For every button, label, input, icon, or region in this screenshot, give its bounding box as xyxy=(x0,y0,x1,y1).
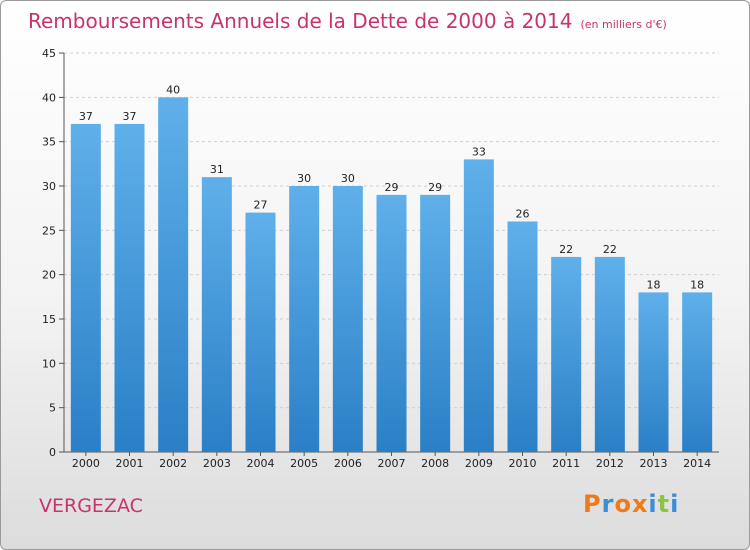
bar xyxy=(245,212,276,452)
bar xyxy=(463,159,494,452)
data-label: 18 xyxy=(647,278,661,291)
bar xyxy=(376,194,407,452)
x-tick-label: 2006 xyxy=(334,457,362,470)
data-label: 31 xyxy=(210,163,224,176)
data-label: 37 xyxy=(79,110,93,123)
x-tick-label: 2002 xyxy=(159,457,187,470)
chart-title-unit: (en milliers d'€) xyxy=(580,18,667,31)
y-tick-label: 20 xyxy=(42,269,56,282)
x-tick-label: 2007 xyxy=(378,457,406,470)
proxiti-logo: Proxiti xyxy=(583,490,679,518)
logo-letter: r xyxy=(601,490,615,518)
logo-letter: t xyxy=(657,490,671,518)
data-label: 22 xyxy=(603,243,617,256)
x-tick-label: 2000 xyxy=(72,457,100,470)
x-tick-label: 2008 xyxy=(421,457,449,470)
logo-letter: i xyxy=(670,490,680,518)
y-tick-label: 35 xyxy=(42,136,56,149)
bars xyxy=(70,97,713,452)
data-label: 18 xyxy=(690,278,704,291)
x-tick-label: 2001 xyxy=(116,457,144,470)
bar xyxy=(289,186,320,452)
bar xyxy=(420,194,451,452)
logo-letter: i xyxy=(648,490,658,518)
bar xyxy=(682,292,713,452)
y-tick-label: 0 xyxy=(49,446,56,459)
x-tick-label: 2014 xyxy=(683,457,711,470)
y-tick-label: 5 xyxy=(49,402,56,415)
data-label: 37 xyxy=(123,110,137,123)
x-tick-label: 2004 xyxy=(247,457,275,470)
bar xyxy=(158,97,189,452)
bar xyxy=(551,256,582,452)
data-label: 30 xyxy=(297,172,311,185)
x-tick-label: 2011 xyxy=(552,457,580,470)
y-tick-label: 30 xyxy=(42,180,56,193)
data-label: 33 xyxy=(472,145,486,158)
x-tick-label: 2005 xyxy=(290,457,318,470)
data-label: 29 xyxy=(428,181,442,194)
commune-name: VERGEZAC xyxy=(39,495,143,517)
data-label: 27 xyxy=(254,199,268,212)
chart-title: Remboursements Annuels de la Dette de 20… xyxy=(28,9,667,33)
data-label: 26 xyxy=(516,207,530,220)
bar xyxy=(201,177,232,452)
x-tick-label: 2012 xyxy=(596,457,624,470)
y-tick-label: 25 xyxy=(42,224,56,237)
data-label: 29 xyxy=(385,181,399,194)
bar xyxy=(638,292,669,452)
chart-title-main: Remboursements Annuels de la Dette de 20… xyxy=(28,9,573,33)
logo-letter: o xyxy=(614,490,632,518)
bar xyxy=(507,221,538,452)
data-label: 40 xyxy=(166,83,180,96)
y-tick-label: 10 xyxy=(42,357,56,370)
data-label: 22 xyxy=(559,243,573,256)
x-tick-label: 2009 xyxy=(465,457,493,470)
bar xyxy=(332,186,363,452)
y-tick-label: 15 xyxy=(42,313,56,326)
bar xyxy=(114,123,145,452)
labels: 0 5 10 15 20 25 30 35 40 45 37 2000 37 2001 40 2002 31 20… xyxy=(42,47,711,470)
bar xyxy=(70,123,101,452)
y-tick-label: 45 xyxy=(42,47,56,60)
x-tick-label: 2010 xyxy=(509,457,537,470)
logo-letter: P xyxy=(583,490,602,518)
y-tick-label: 40 xyxy=(42,91,56,104)
logo-letter: x xyxy=(631,490,649,518)
data-label: 30 xyxy=(341,172,355,185)
x-tick-label: 2013 xyxy=(640,457,668,470)
bar xyxy=(594,256,625,452)
x-tick-label: 2003 xyxy=(203,457,231,470)
